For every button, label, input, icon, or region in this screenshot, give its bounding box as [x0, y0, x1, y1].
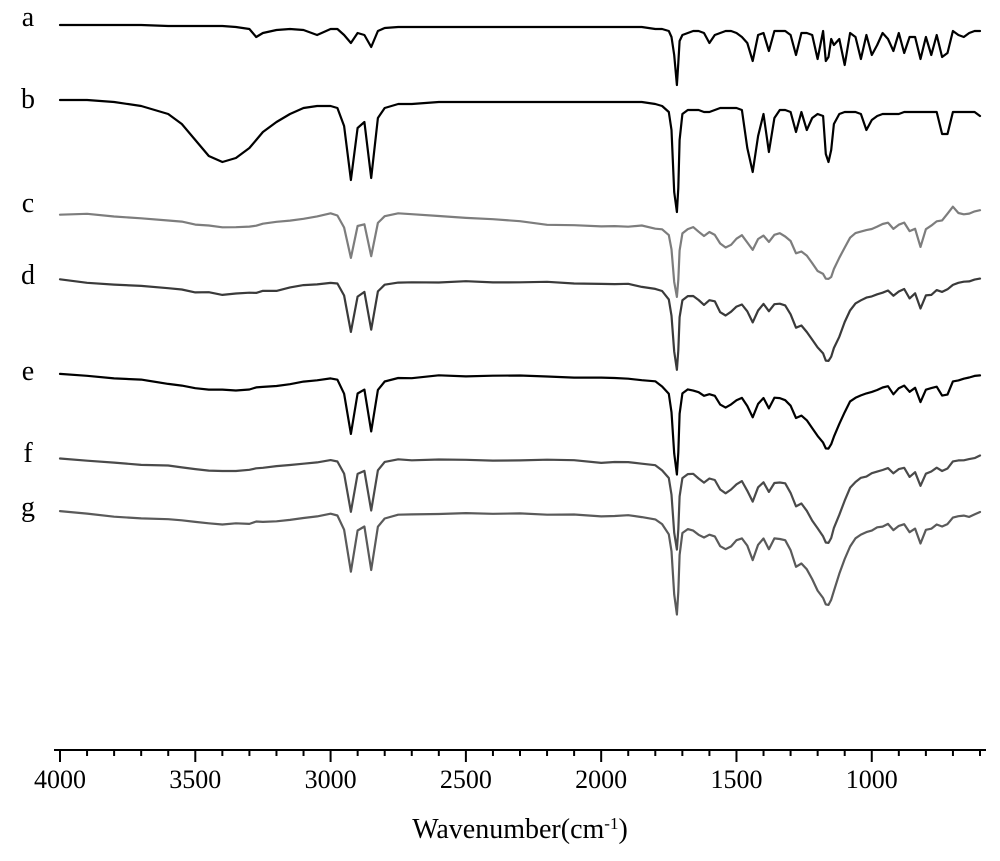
spectrum-d-path	[60, 279, 980, 370]
trace-label-d: d	[21, 260, 35, 291]
spectrum-a	[60, 25, 980, 85]
x-tick-label: 2000	[575, 765, 627, 794]
x-tick-label: 3500	[169, 765, 221, 794]
spectrum-g	[60, 511, 980, 614]
x-tick-label: 4000	[34, 765, 86, 794]
spectrum-d	[60, 279, 980, 370]
trace-label-e: e	[22, 356, 34, 387]
trace-label-g: g	[21, 492, 35, 523]
trace-label-a: a	[22, 2, 35, 33]
trace-label-c: c	[22, 188, 34, 219]
x-tick-label: 1000	[846, 765, 898, 794]
x-axis-label: Wavenumber(cm-1)	[412, 814, 628, 846]
spectrum-g-path	[60, 511, 980, 614]
spectrum-a-path	[60, 25, 980, 85]
trace-label-f: f	[23, 438, 33, 469]
spectrum-f-path	[60, 456, 980, 550]
spectrum-b	[60, 100, 980, 212]
x-tick-label: 1500	[710, 765, 762, 794]
x-tick-label: 2500	[440, 765, 492, 794]
trace-label-b: b	[21, 84, 35, 115]
x-tick-label: 3000	[305, 765, 357, 794]
spectrum-b-path	[60, 100, 980, 212]
spectrum-f	[60, 456, 980, 550]
ftir-spectra-chart: 4000 3500 3000 2500 2000 1500 1000 Wavenumber(c…	[0, 0, 1000, 861]
